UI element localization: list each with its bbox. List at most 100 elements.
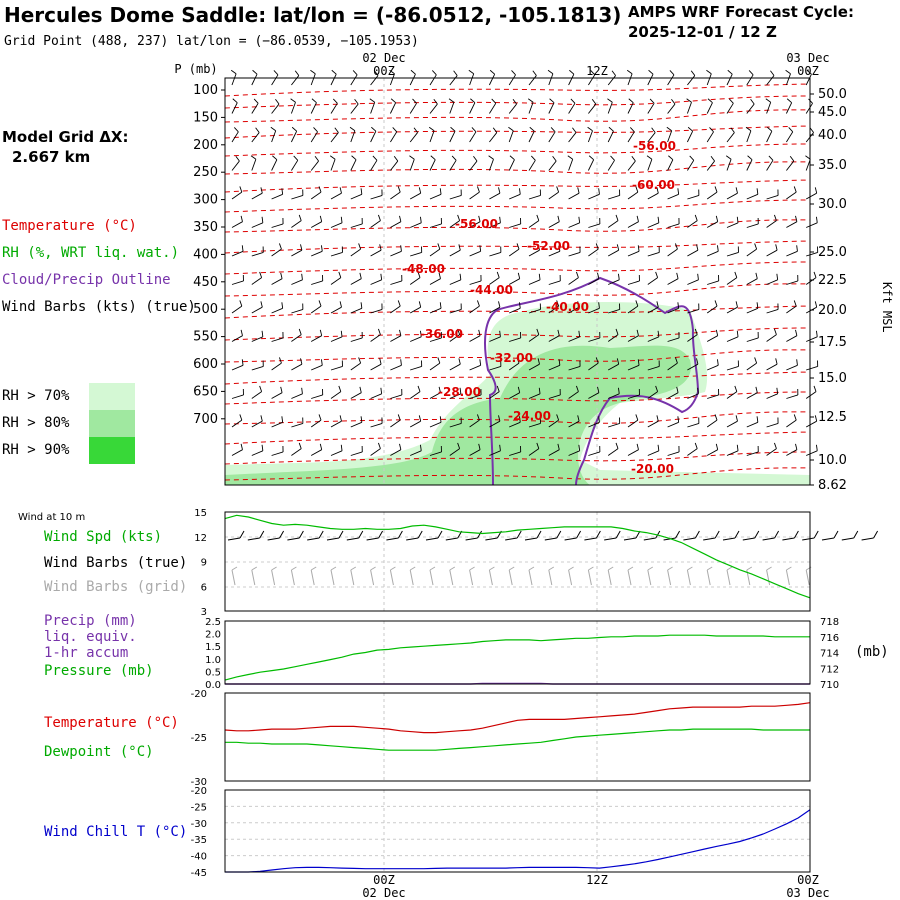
wind-barb-flag bbox=[529, 126, 535, 132]
wind-barb-flag bbox=[795, 329, 798, 336]
wind-barb-flag bbox=[378, 328, 381, 335]
wind-barb-flag bbox=[430, 155, 436, 161]
true-wind-barb bbox=[485, 537, 498, 541]
tick-label: -25 bbox=[191, 802, 207, 813]
temperature-contour bbox=[224, 95, 811, 109]
wind-barb bbox=[805, 391, 817, 399]
true-wind-barb bbox=[544, 537, 557, 541]
wind-barb bbox=[607, 334, 619, 342]
wind-barb bbox=[805, 277, 817, 285]
wind-barb-flag bbox=[374, 70, 379, 76]
tick-label: 100 bbox=[193, 83, 218, 98]
temperature-contour bbox=[224, 109, 811, 123]
wind-barb-flag bbox=[290, 98, 296, 103]
true-wind-barb-flag bbox=[813, 530, 819, 539]
wind-barb bbox=[330, 306, 342, 314]
wind-barb-flag bbox=[499, 330, 501, 337]
wind-barb bbox=[330, 391, 342, 399]
true-wind-barb-flag bbox=[536, 530, 542, 539]
wind-barb-flag bbox=[459, 387, 462, 394]
grid-wind-barb bbox=[568, 569, 573, 586]
wind-barb bbox=[231, 280, 244, 285]
wind-barb-flag bbox=[774, 214, 777, 221]
grid-wind-barb bbox=[370, 569, 375, 586]
wind-barb-flag bbox=[615, 214, 619, 221]
wind-barb-flag bbox=[281, 302, 284, 309]
wind-barb bbox=[786, 131, 794, 143]
wind-barb-flag bbox=[233, 127, 239, 133]
wind-barb bbox=[568, 366, 581, 371]
true-wind-barb-flag bbox=[675, 530, 681, 539]
wind-barb bbox=[588, 337, 601, 342]
temperature-contour-label: -52.00 bbox=[527, 239, 570, 253]
wind-barb-flag bbox=[677, 188, 680, 195]
wind-barb-flag bbox=[796, 359, 798, 366]
wind-barb bbox=[667, 159, 674, 171]
wind-barb-flag bbox=[706, 69, 712, 75]
wind-barbs-true-label: Wind Barbs (true) bbox=[44, 555, 187, 571]
wind-barb bbox=[508, 278, 520, 285]
grid-wind-barb-flag bbox=[390, 566, 396, 571]
wind-barb-flag bbox=[576, 271, 579, 278]
wind-barb bbox=[251, 277, 262, 285]
wind-barb bbox=[766, 160, 774, 171]
wind-barb-flag bbox=[392, 127, 398, 133]
true-wind-barb bbox=[841, 537, 854, 541]
true-wind-barb-flag bbox=[318, 530, 324, 539]
wind-barb-flag bbox=[569, 69, 575, 75]
wind-barb-flag bbox=[260, 301, 263, 308]
wind-barb-flag bbox=[676, 272, 679, 279]
wind-barb-flag bbox=[489, 69, 495, 75]
wind-barb bbox=[291, 334, 302, 342]
true-wind-barb bbox=[406, 537, 419, 541]
wind-barb-flag bbox=[770, 70, 775, 76]
wind-barb bbox=[786, 280, 799, 285]
wind-barb bbox=[489, 336, 501, 342]
wind-barb bbox=[370, 131, 377, 143]
wind-barb-flag bbox=[775, 358, 778, 365]
wind-barb-flag bbox=[418, 301, 422, 308]
kft-msl-axis-label: Kft MSL bbox=[880, 282, 894, 333]
wind-barb-flag bbox=[334, 127, 339, 133]
wind-barb bbox=[786, 160, 795, 171]
temperature-contour bbox=[224, 371, 811, 385]
wind-barb-flag bbox=[349, 126, 356, 132]
wind-barb-flag bbox=[437, 357, 441, 364]
true-wind-barb bbox=[564, 537, 577, 541]
wind-barb bbox=[726, 103, 734, 114]
wind-barb-flag bbox=[538, 387, 541, 394]
wind-barb-flag bbox=[259, 385, 263, 392]
wind-barb-flag bbox=[776, 387, 779, 394]
grid-wind-barb-flag bbox=[251, 566, 258, 571]
top-date-03dec: 03 Dec bbox=[786, 51, 829, 65]
wind-barb-flag bbox=[532, 70, 537, 76]
grid-wind-barb bbox=[389, 569, 394, 586]
wind-barb-flag bbox=[795, 215, 798, 222]
wind-barb bbox=[271, 159, 278, 171]
precip-pressure-panel: Precip (mm) liq. equiv. 1-hr accum Press… bbox=[44, 613, 889, 691]
wind-barb bbox=[389, 73, 395, 86]
wind-barb bbox=[251, 336, 264, 342]
wind-barb-flag bbox=[275, 98, 280, 105]
wind-barb bbox=[350, 130, 356, 143]
wind-barb bbox=[429, 451, 442, 456]
wind-barb bbox=[667, 307, 679, 314]
wind-barb-flag bbox=[714, 414, 718, 421]
wind-barb bbox=[588, 421, 600, 428]
true-wind-barb bbox=[722, 537, 736, 541]
true-wind-barb-flag bbox=[615, 530, 621, 539]
wind-barb-flag bbox=[354, 98, 359, 105]
wind-barb-flag bbox=[517, 386, 521, 393]
wind-barb bbox=[271, 392, 283, 399]
wind-barb-flag bbox=[656, 187, 659, 194]
wind-barb-flag bbox=[577, 301, 580, 308]
wind-barb bbox=[469, 394, 482, 399]
wind-barb-flag bbox=[597, 272, 600, 279]
wind-barb-flag bbox=[714, 186, 718, 193]
wind-barb-flag bbox=[230, 69, 237, 75]
temperature-contour bbox=[224, 161, 811, 175]
tick-label: 1.0 bbox=[205, 655, 221, 666]
wind-barb-flag bbox=[468, 69, 474, 75]
wind-barb bbox=[271, 74, 279, 86]
wind-barb bbox=[291, 309, 304, 314]
